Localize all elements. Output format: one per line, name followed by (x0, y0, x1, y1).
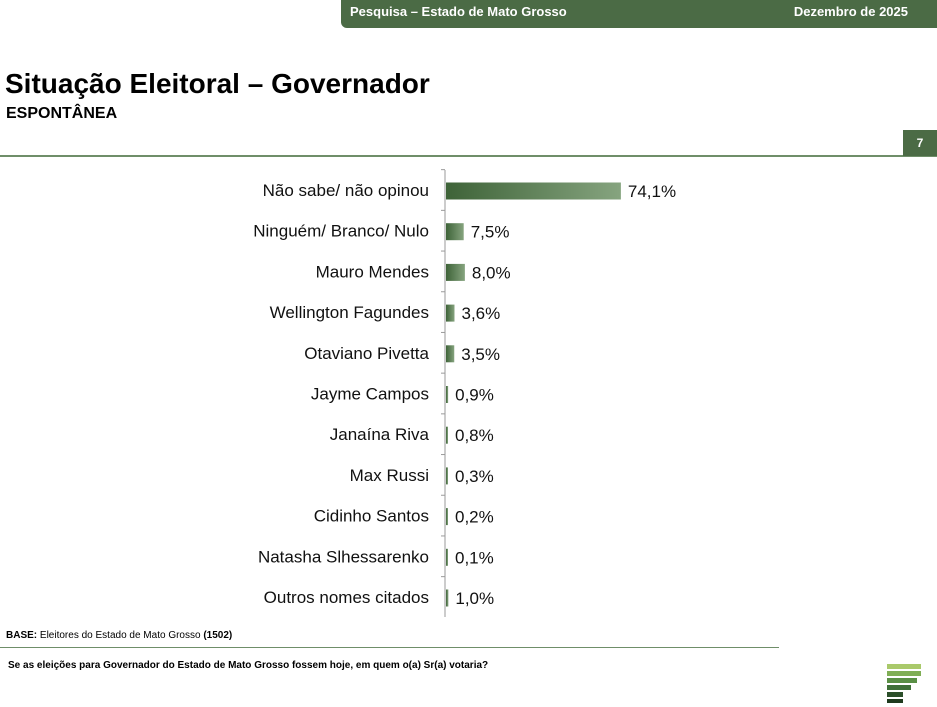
category-label: Jayme Campos (311, 385, 429, 404)
bar (446, 223, 464, 241)
bar (446, 182, 621, 200)
survey-date: Dezembro de 2025 (793, 4, 908, 19)
bar (446, 426, 448, 444)
survey-question: Se as eleições para Governador do Estado… (8, 660, 489, 671)
base-note: BASE: Eleitores do Estado de Mato Grosso… (6, 630, 232, 641)
bar (446, 589, 449, 607)
data-label: 1,0% (455, 589, 494, 608)
bar (446, 467, 448, 485)
header-bar: Pesquisa – Estado de Mato Grosso Dezembr… (341, 0, 937, 28)
category-label: Janaína Riva (330, 425, 430, 444)
page-subtitle: ESPONTÂNEA (6, 105, 118, 122)
data-label: 0,2% (455, 508, 494, 527)
category-label: Max Russi (350, 466, 429, 485)
bar (446, 345, 455, 363)
page-number: 7 (903, 130, 937, 156)
data-label: 0,1% (455, 548, 494, 567)
data-label: 7,5% (471, 223, 510, 242)
survey-title: Pesquisa – Estado de Mato Grosso (350, 4, 567, 19)
category-label: Cidinho Santos (314, 507, 429, 526)
category-label: Natasha Slhessarenko (258, 547, 429, 566)
bars-logo-icon (887, 664, 921, 703)
bar (446, 508, 448, 526)
bar (446, 386, 449, 403)
data-label: 0,8% (455, 426, 494, 445)
bar (446, 304, 455, 322)
base-label: BASE: (6, 630, 38, 641)
data-label: 0,3% (455, 467, 494, 486)
category-label: Wellington Fagundes (270, 303, 429, 322)
bar (446, 263, 465, 281)
data-label: 3,5% (461, 345, 500, 364)
data-label: 8,0% (472, 263, 511, 282)
bar (446, 548, 448, 566)
page-title: Situação Eleitoral – Governador (5, 68, 430, 99)
data-label: 3,6% (461, 304, 500, 323)
category-label: Não sabe/ não opinou (263, 181, 429, 200)
category-label: Mauro Mendes (316, 262, 429, 281)
data-label: 74,1% (628, 182, 676, 201)
data-label: 0,9% (455, 386, 494, 405)
header-divider (0, 155, 937, 157)
base-n: (1502) (203, 630, 233, 641)
footer-divider (0, 647, 779, 648)
base-text: Eleitores do Estado de Mato Grosso (39, 630, 201, 641)
bar-chart: Não sabe/ não opinou 74,1% Ninguém/ Branco… (253, 169, 676, 617)
category-label: Ninguém/ Branco/ Nulo (253, 222, 429, 241)
category-label: Outros nomes citados (264, 588, 429, 607)
category-label: Otaviano Pivetta (304, 344, 429, 363)
